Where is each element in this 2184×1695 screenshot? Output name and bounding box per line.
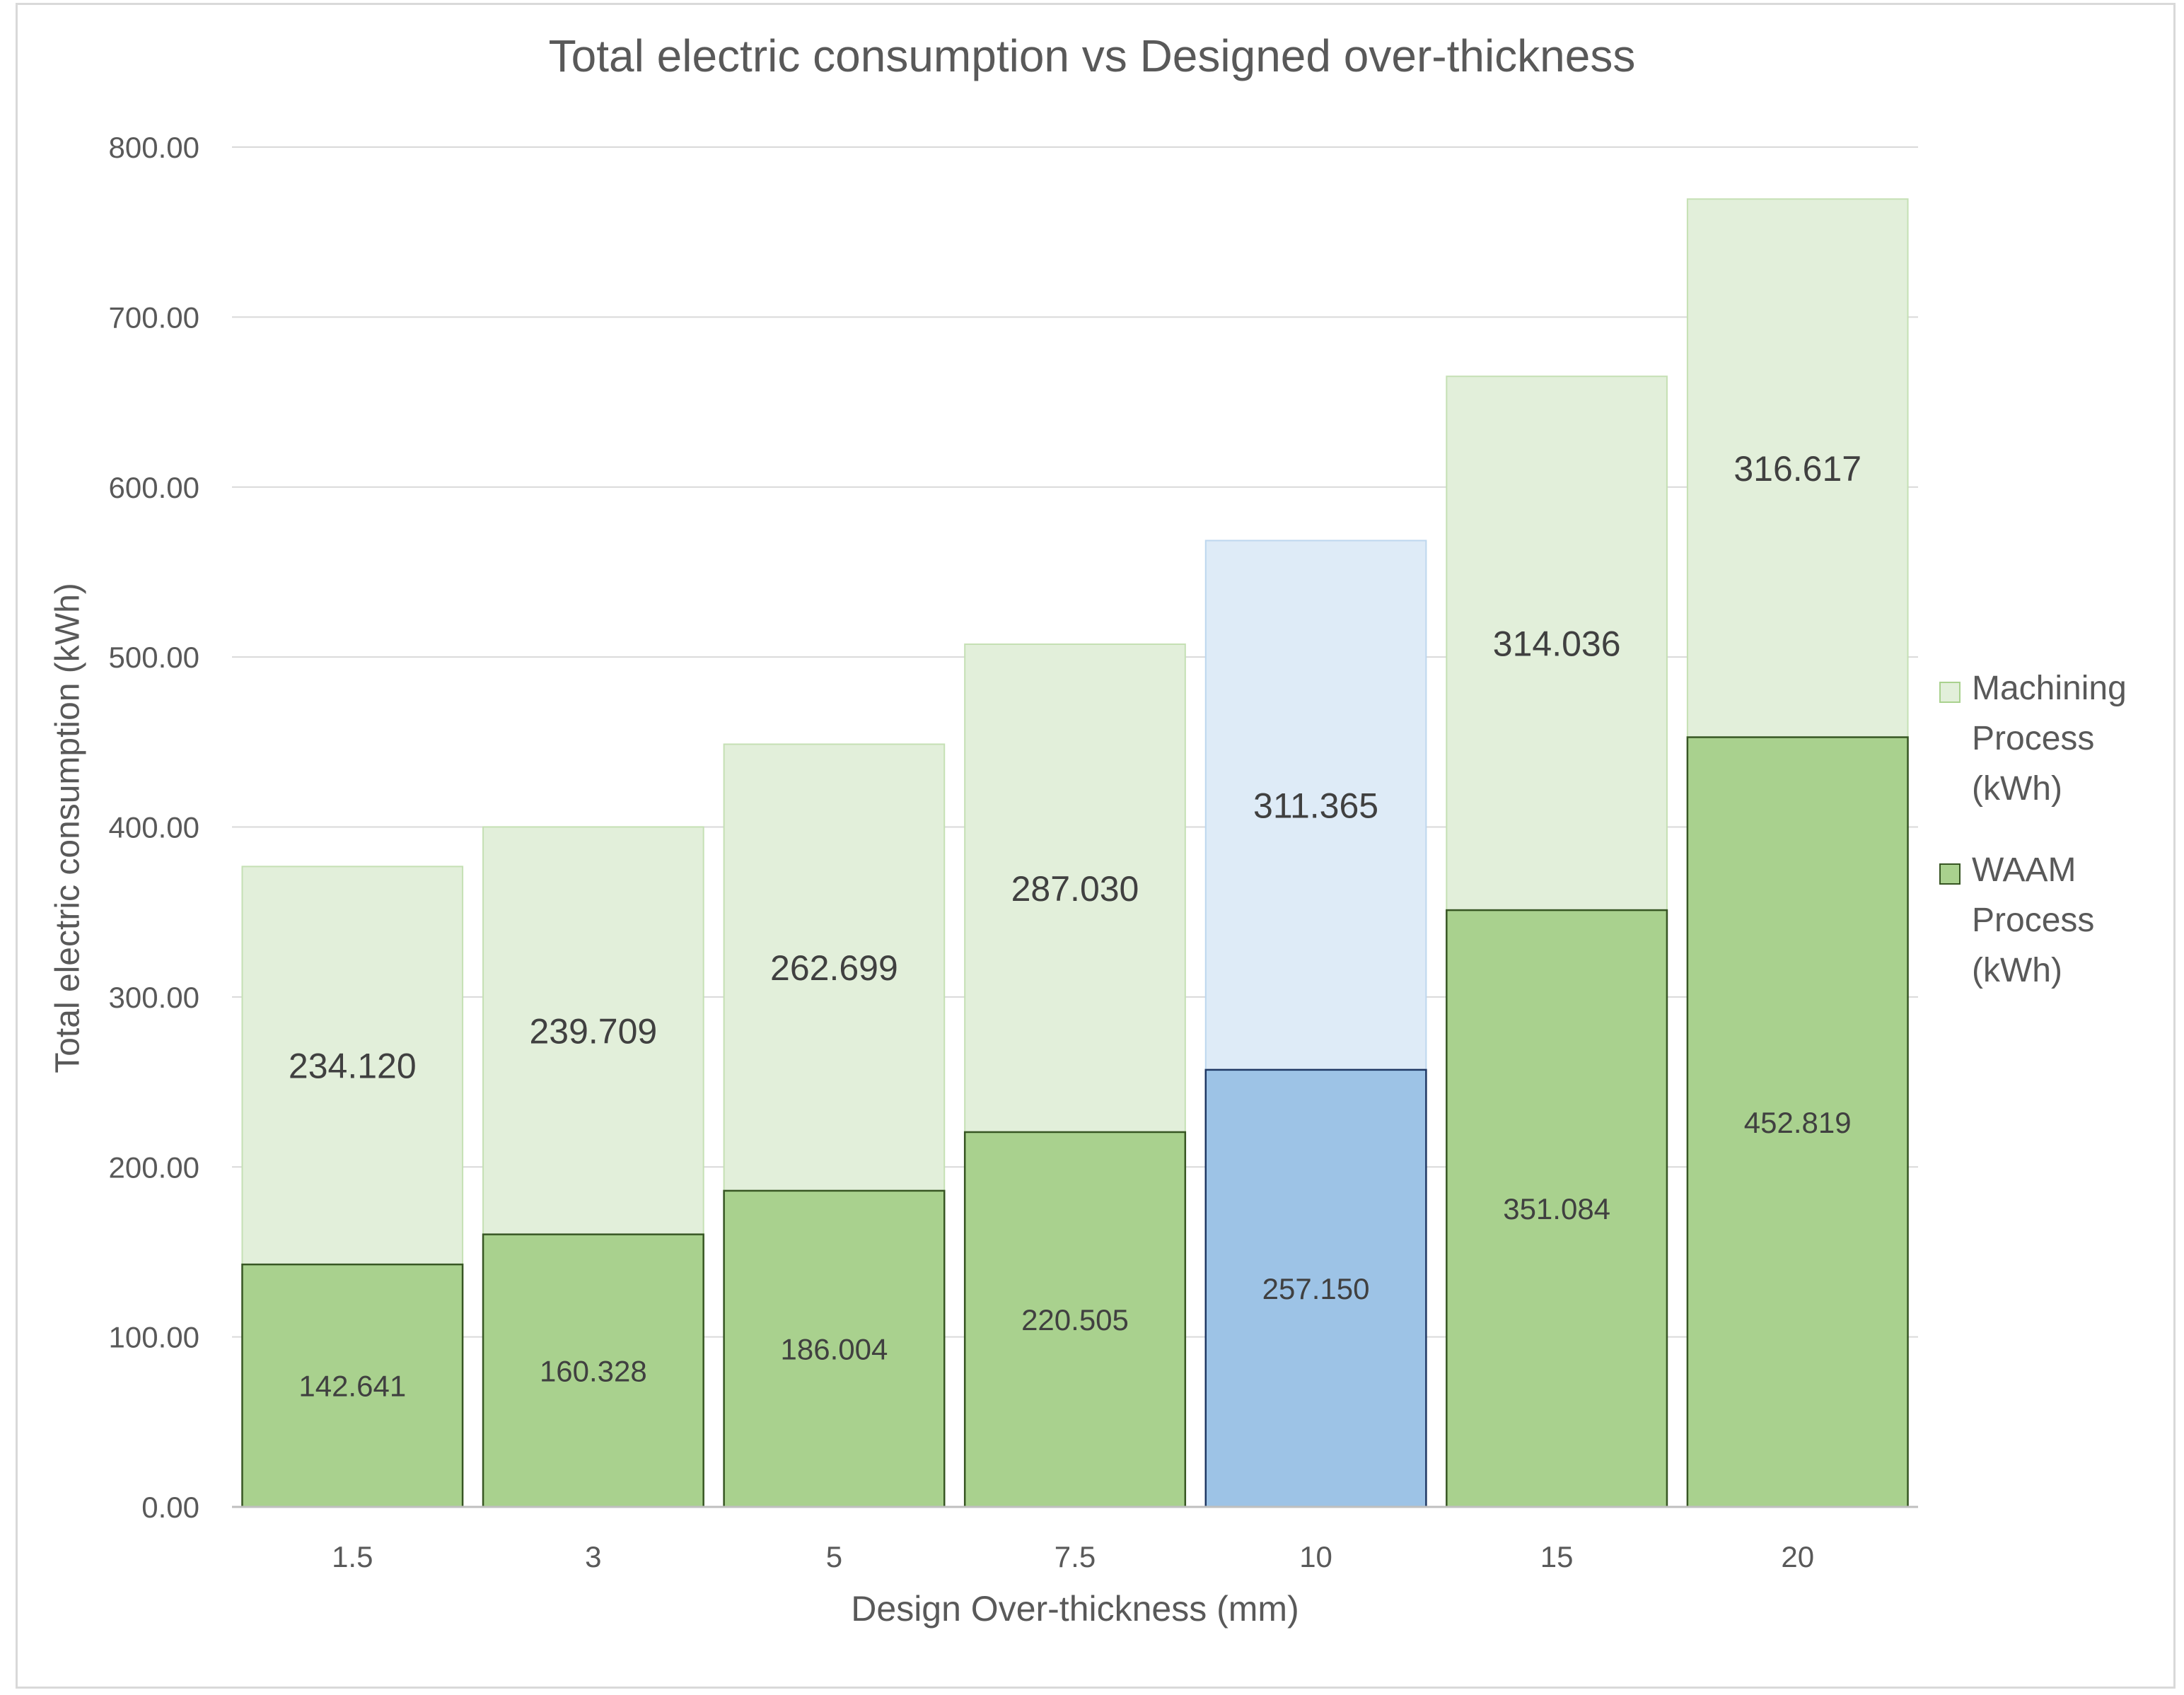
data-label-machining: 287.030	[1011, 869, 1139, 909]
data-label-machining: 316.617	[1733, 449, 1861, 489]
y-tick-label: 200.00	[109, 1151, 199, 1184]
x-tick-label: 1.5	[332, 1540, 373, 1573]
legend-swatch-machining	[1939, 682, 1961, 703]
bar-machining	[723, 743, 946, 1192]
data-label-machining: 262.699	[770, 948, 898, 988]
legend-label-machining: Machining Process (kWh)	[1972, 670, 2127, 808]
data-label-machining: 314.036	[1493, 624, 1621, 664]
y-tick-label: 500.00	[109, 641, 199, 674]
legend-item-machining: Machining Process (kWh)	[1939, 663, 2184, 814]
legend-swatch-waam	[1939, 863, 1961, 885]
data-label-waam: 351.084	[1503, 1192, 1610, 1225]
x-tick-label: 10	[1299, 1540, 1332, 1573]
y-tick-label: 600.00	[109, 471, 199, 504]
bars	[241, 198, 1909, 1508]
y-tick-label: 300.00	[109, 981, 199, 1014]
y-tick-label: 0.00	[141, 1491, 199, 1524]
data-label-machining: 239.709	[529, 1012, 657, 1052]
bar-waam	[241, 1263, 464, 1508]
x-axis-title: Design Over-thickness (mm)	[851, 1589, 1299, 1629]
data-label-waam: 142.641	[298, 1370, 406, 1403]
data-label-waam: 452.819	[1744, 1106, 1852, 1139]
legend: Machining Process (kWh) WAAM Process (kW…	[1939, 663, 2184, 1027]
bar-waam	[1204, 1068, 1427, 1508]
bar-machining	[1446, 375, 1668, 911]
axes: 0.00 100.00 200.00 300.00 400.00 500.00 600.00…	[109, 131, 1918, 1573]
data-label-waam: 186.004	[781, 1332, 888, 1365]
chart-title: Total electric consumption vs Designed o…	[548, 30, 1636, 81]
bar-machining	[241, 866, 464, 1266]
y-tick-label: 400.00	[109, 811, 199, 844]
data-label-waam: 160.328	[540, 1354, 647, 1387]
data-label-machining: 311.365	[1253, 786, 1378, 826]
data-label-waam: 220.505	[1021, 1303, 1129, 1336]
bar-waam	[963, 1131, 1187, 1508]
bar-waam	[1686, 736, 1909, 1508]
data-labels: 234.120 142.641 239.709 160.328 262.699 186.0…	[289, 449, 1861, 1403]
bar-machining	[964, 643, 1186, 1133]
y-tick-label: 100.00	[109, 1321, 199, 1354]
legend-label-waam: WAAM Process (kWh)	[1972, 851, 2095, 989]
y-tick-label: 700.00	[109, 301, 199, 334]
bar-waam	[723, 1189, 946, 1508]
x-tick-label: 15	[1540, 1540, 1574, 1573]
x-tick-label: 5	[826, 1540, 842, 1573]
bar-waam	[482, 1233, 704, 1508]
x-tick-label: 7.5	[1055, 1540, 1096, 1573]
data-label-machining: 234.120	[289, 1047, 417, 1086]
data-label-waam: 257.150	[1262, 1272, 1370, 1305]
y-tick-label: 800.00	[109, 131, 199, 164]
x-tick-label: 3	[585, 1540, 601, 1573]
bar-machining	[482, 826, 704, 1235]
x-tick-label: 20	[1781, 1540, 1814, 1573]
legend-item-waam: WAAM Process (kWh)	[1939, 845, 2184, 996]
bar-machining	[1204, 540, 1427, 1071]
